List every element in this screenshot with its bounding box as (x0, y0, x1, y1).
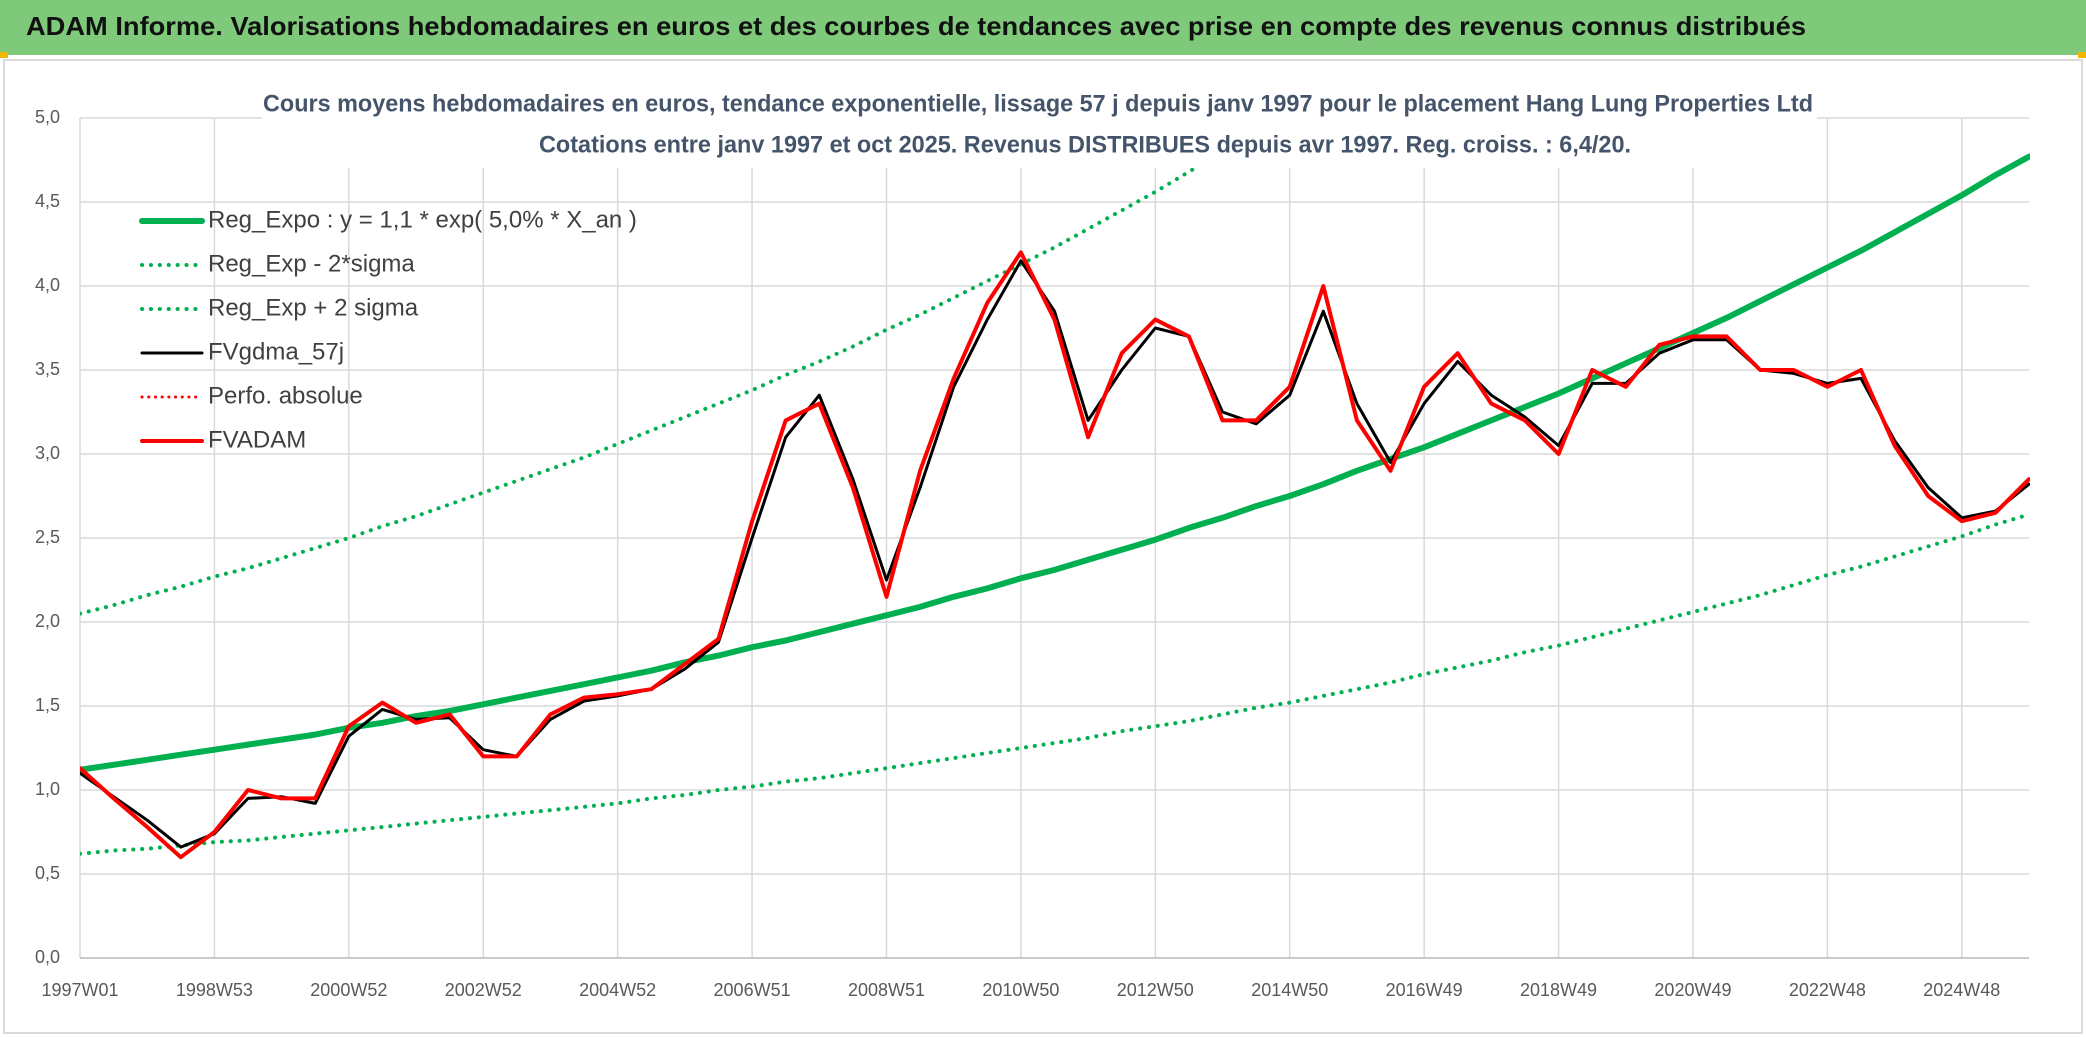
y-tick-label: 0,0 (35, 947, 60, 967)
x-tick-label: 2024W48 (1923, 980, 2000, 1000)
legend-label: Reg_Exp - 2*sigma (208, 250, 415, 277)
legend-label: Perfo. absolue (208, 382, 363, 409)
x-tick-label: 2006W51 (714, 980, 791, 1000)
x-tick-label: 2002W52 (445, 980, 522, 1000)
header-title: ADAM Informe. Valorisations hebdomadaire… (26, 11, 1806, 41)
y-tick-label: 5,0 (35, 107, 60, 127)
series-line (80, 250, 2030, 860)
x-tick-label: 2018W49 (1520, 980, 1597, 1000)
y-tick-label: 2,5 (35, 527, 60, 547)
x-tick-label: 2020W49 (1654, 980, 1731, 1000)
legend-label: FVgdma_57j (208, 338, 344, 365)
chart-subtitle: Cotations entre janv 1997 et oct 2025. R… (539, 131, 1631, 158)
x-tick-label: 2016W49 (1386, 980, 1463, 1000)
y-tick-label: 4,5 (35, 191, 60, 211)
title-background (262, 84, 1817, 168)
x-tick-label: 1998W53 (176, 980, 253, 1000)
series-group (80, 118, 2030, 860)
x-tick-label: 2000W52 (310, 980, 387, 1000)
chart-title-group: Cours moyens hebdomadaires en euros, ten… (262, 84, 1817, 168)
x-tick-label: 2008W51 (848, 980, 925, 1000)
x-tick-label: 2022W48 (1789, 980, 1866, 1000)
legend-label: Reg_Expo : y = 1,1 * exp( 5,0% * X_an ) (208, 206, 637, 233)
x-tick-label: 2010W50 (982, 980, 1059, 1000)
chart-frame (3, 59, 2083, 1034)
y-tick-label: 0,5 (35, 863, 60, 883)
chart-title: Cours moyens hebdomadaires en euros, ten… (263, 90, 1813, 117)
x-tick-label: 2014W50 (1251, 980, 1328, 1000)
header-bar (0, 0, 2086, 55)
corner (2078, 52, 2086, 58)
corner (0, 52, 8, 58)
y-tick-label: 3,5 (35, 359, 60, 379)
y-tick-label: 1,0 (35, 779, 60, 799)
x-tick-label: 2004W52 (579, 980, 656, 1000)
legend-label: Reg_Exp + 2 sigma (208, 294, 419, 321)
x-tick-label: 1997W01 (41, 980, 118, 1000)
x-tick-label: 2012W50 (1117, 980, 1194, 1000)
y-tick-label: 1,5 (35, 695, 60, 715)
series-line (80, 118, 1283, 616)
legend: Reg_Expo : y = 1,1 * exp( 5,0% * X_an ) R… (139, 206, 637, 453)
y-tick-label: 4,0 (35, 275, 60, 295)
legend-label: FVADAM (208, 426, 306, 453)
series-line (80, 512, 2030, 856)
y-tick-label: 2,0 (35, 611, 60, 631)
y-tick-label: 3,0 (35, 443, 60, 463)
